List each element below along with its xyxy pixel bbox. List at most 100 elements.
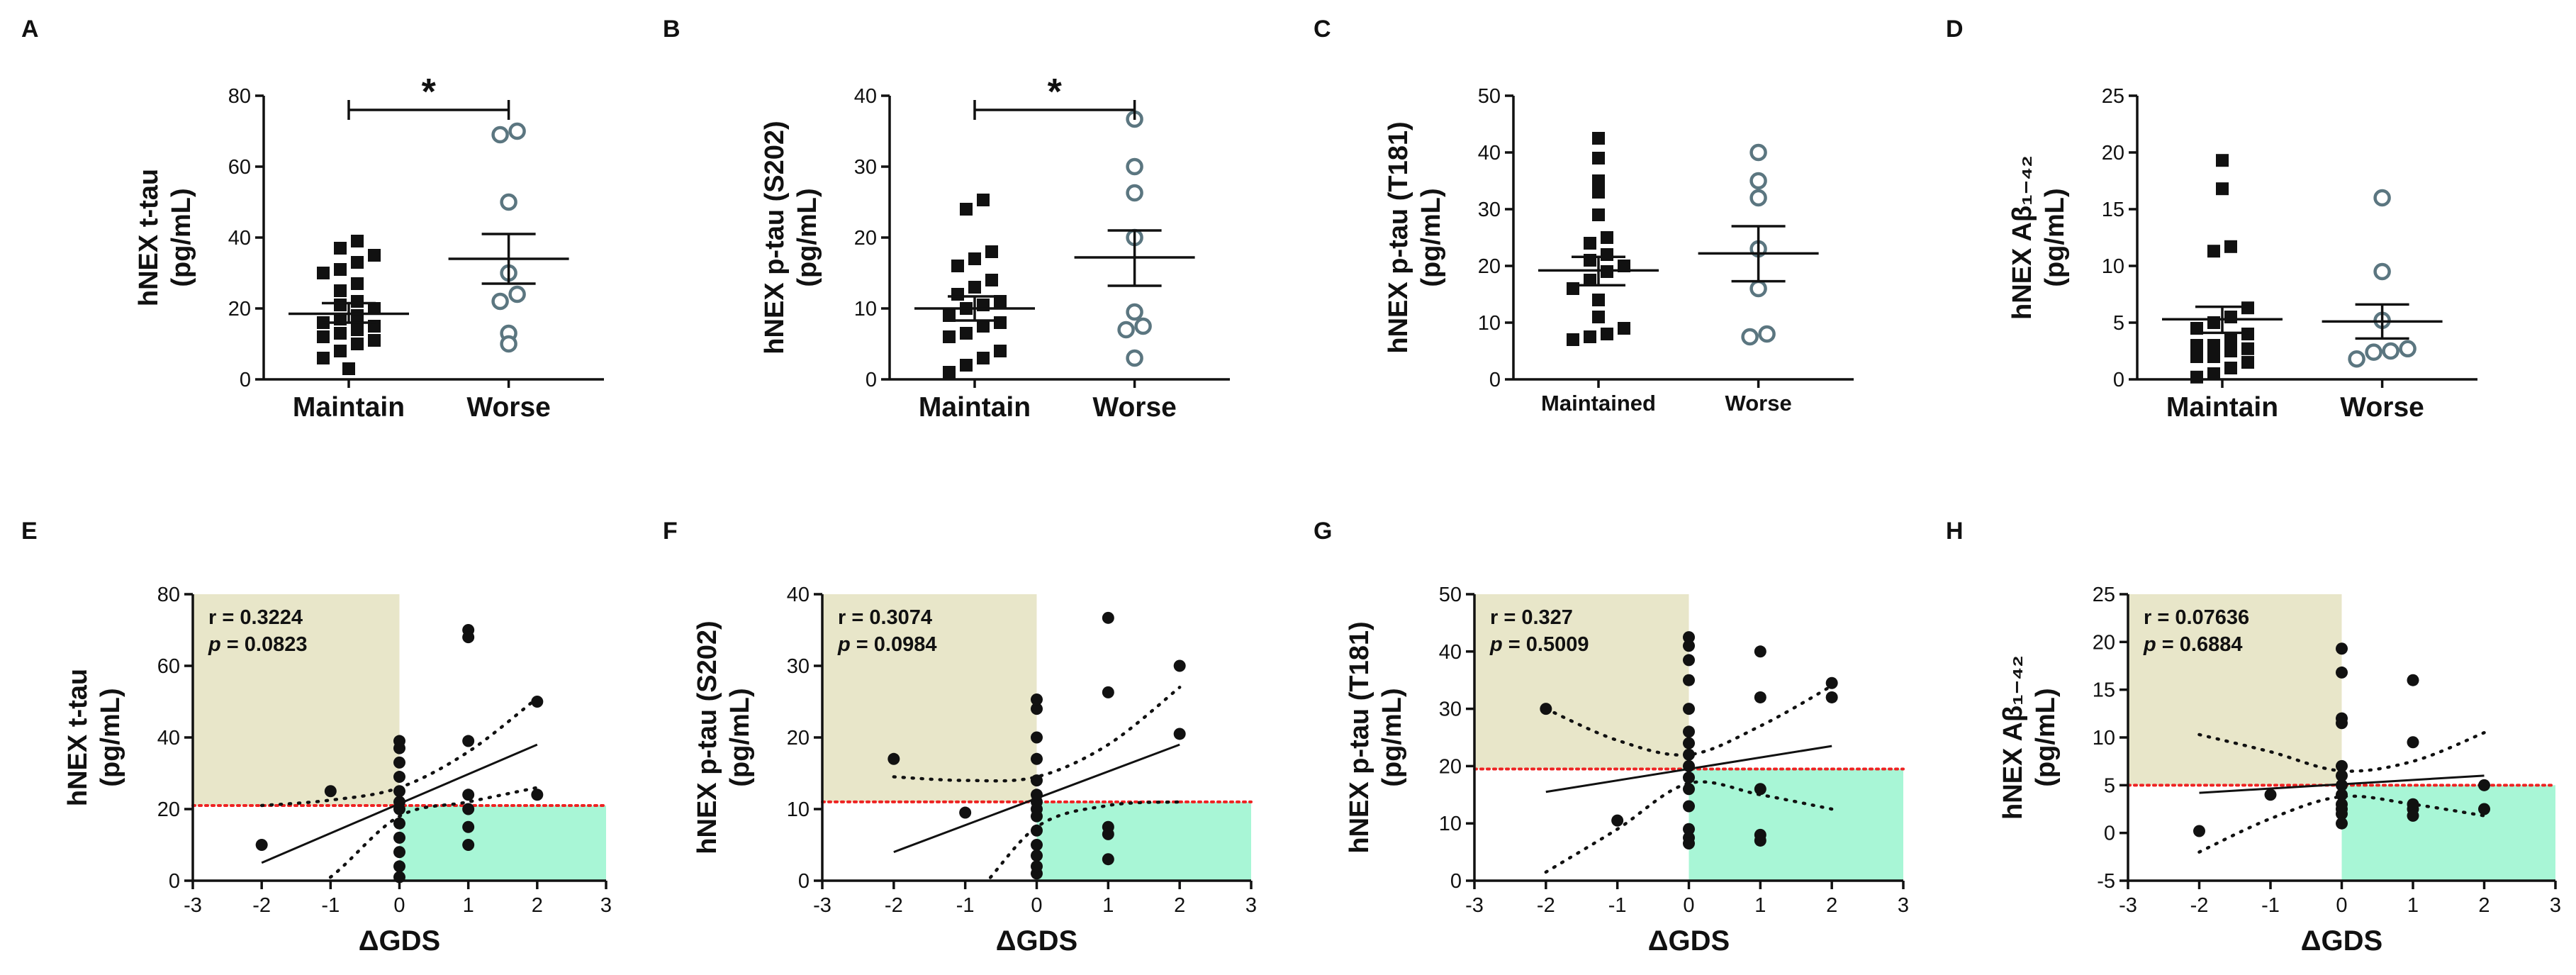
data-point-square	[2190, 350, 2203, 363]
data-point-square	[334, 299, 347, 311]
data-point	[1611, 814, 1624, 827]
x-tick-label: 2	[1174, 894, 1185, 917]
data-point	[393, 785, 405, 798]
data-point-square	[1601, 328, 1613, 340]
data-point-open-circle	[491, 292, 509, 311]
p-value: = 0.0823	[221, 633, 308, 656]
data-point-square	[334, 327, 347, 340]
data-point-square	[1618, 322, 1630, 335]
data-point-open-circle	[1134, 317, 1152, 335]
p-value-text: p = 0.0823	[208, 633, 307, 656]
data-point-square	[985, 274, 998, 286]
y-tick-label: 10	[2093, 727, 2115, 750]
data-point	[462, 839, 475, 851]
p-value: = 0.5009	[1503, 633, 1589, 656]
x-tick-label: -2	[252, 894, 271, 917]
data-point-square	[334, 242, 347, 255]
data-point-square	[977, 320, 990, 333]
x-tick-label: 2	[1826, 894, 1837, 917]
data-point	[1825, 691, 1838, 703]
data-point-square	[2224, 362, 2237, 374]
data-point-square	[1592, 152, 1605, 165]
data-point-open-circle	[508, 285, 526, 303]
data-point-square	[2207, 367, 2220, 380]
y-tick-label: 0	[169, 870, 180, 893]
data-point	[1754, 645, 1766, 658]
y-tick-label: 0	[2113, 369, 2124, 391]
x-tick-label: -2	[2190, 894, 2209, 917]
y-tick-label: 20	[1478, 255, 1501, 278]
panel-label: H	[1946, 518, 1964, 545]
y-tick-label: 40	[1439, 641, 1462, 664]
data-point-open-circle	[508, 122, 526, 140]
data-point-square	[968, 252, 981, 265]
significance-star: *	[1048, 72, 1063, 113]
y-tick-label: 20	[854, 227, 877, 250]
y-tick-label: 30	[1478, 199, 1501, 221]
y-tick-label: 20	[228, 298, 251, 321]
data-point	[1683, 654, 1695, 667]
data-point	[2336, 642, 2348, 655]
data-point-square	[317, 267, 330, 279]
y-axis-label: hNEX Aβ₁₋₄₂ (pg/mL)	[1998, 655, 2061, 820]
y-axis-label-line: (pg/mL)	[725, 688, 755, 786]
panel-label: G	[1314, 518, 1332, 545]
data-point-open-circle	[1749, 279, 1767, 298]
y-tick-label: -5	[2097, 870, 2115, 893]
data-point	[324, 785, 337, 798]
x-category-label: Worse	[1725, 391, 1792, 416]
data-point-open-circle	[1126, 303, 1143, 321]
region-lower-right	[1036, 801, 1251, 881]
x-tick-label: -2	[1537, 894, 1555, 917]
y-tick-label: 30	[854, 156, 877, 179]
x-tick-label: 3	[1898, 894, 1909, 917]
significance-star: *	[422, 72, 437, 113]
p-symbol: p	[208, 633, 221, 656]
data-point-open-circle	[1749, 143, 1767, 162]
data-point-square	[960, 203, 973, 216]
data-point	[1031, 703, 1043, 715]
p-symbol: p	[837, 633, 851, 656]
y-tick-label: 15	[2102, 199, 2124, 221]
y-tick-label: 0	[866, 369, 877, 391]
data-point-square	[1584, 274, 1596, 286]
y-axis-label-line: hNEX t-tau	[134, 169, 164, 306]
data-point	[1683, 783, 1695, 796]
data-point-open-circle	[1126, 157, 1143, 176]
data-point	[1031, 693, 1043, 706]
data-point	[393, 860, 405, 873]
x-tick-label: 2	[2478, 894, 2490, 917]
data-point	[393, 871, 405, 884]
y-axis-label: hNEX Aβ₁₋₄₂ (pg/mL)	[2007, 155, 2070, 320]
data-point-square	[1618, 260, 1630, 272]
x-category-label: Maintained	[1541, 391, 1656, 416]
x-category-label: Maintain	[293, 392, 405, 423]
data-point-square	[977, 352, 990, 364]
x-tick-label: -1	[1608, 894, 1627, 917]
data-point-square	[994, 295, 1007, 308]
y-tick-label: 10	[1439, 813, 1462, 835]
data-point-square	[2224, 311, 2237, 323]
y-tick-label: 20	[2093, 631, 2115, 654]
data-point	[959, 806, 972, 819]
y-axis-label-line: (pg/mL)	[1377, 688, 1407, 786]
data-point-square	[2241, 342, 2254, 355]
data-point	[1031, 731, 1043, 744]
y-tick-label: 0	[798, 870, 810, 893]
y-axis-label-line: hNEX Aβ₁₋₄₂	[1998, 655, 2028, 820]
data-point-open-circle	[2365, 343, 2382, 361]
data-point-square	[351, 323, 364, 336]
x-axis-label: ΔGDS	[996, 925, 1077, 957]
data-point	[2478, 779, 2490, 791]
data-point	[393, 771, 405, 784]
panel-label: E	[21, 518, 38, 545]
y-tick-label: 5	[2104, 774, 2115, 797]
data-point-square	[351, 277, 364, 290]
data-point-open-circle	[1749, 189, 1767, 207]
x-tick-label: 0	[1031, 894, 1042, 917]
data-point	[462, 789, 475, 801]
data-point	[887, 752, 900, 765]
data-point	[1683, 640, 1695, 652]
